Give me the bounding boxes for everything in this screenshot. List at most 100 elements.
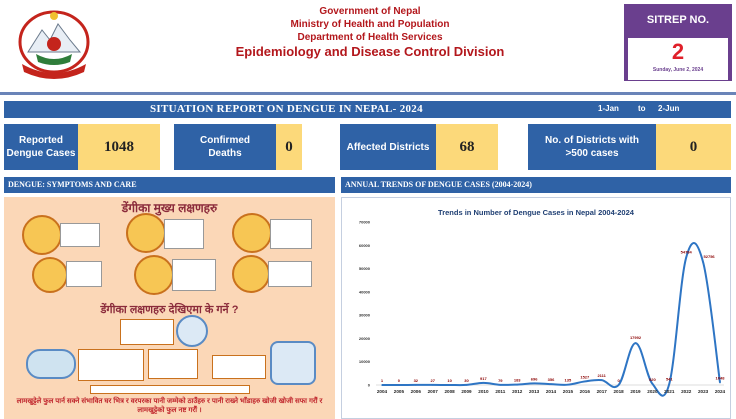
data-point [685, 256, 687, 259]
data-label: 30 [464, 378, 469, 383]
header-ministry: Ministry of Health and Population [290, 19, 450, 30]
care-card-fluids [78, 349, 144, 381]
symptom-fever-image [126, 213, 166, 253]
data-point [584, 380, 586, 383]
data-label: 79 [498, 378, 503, 383]
data-point [567, 383, 569, 386]
data-point [533, 382, 535, 385]
poster-title-care: डेंगीका लक्षणहरु देखिएमा के गर्ने ? [100, 304, 239, 316]
stat-deaths-label: Confirmed Deaths [174, 124, 276, 170]
data-point [550, 383, 552, 385]
x-tick-label: 2005 [394, 389, 405, 394]
sitrep-inner: 2 Sunday, June 2, 2024 [628, 38, 728, 80]
x-tick-label: 2018 [613, 389, 624, 394]
x-tick-label: 2007 [428, 389, 439, 394]
data-label: 1048 [716, 376, 726, 381]
y-tick-label: 40000 [359, 289, 371, 294]
care-card-rest [120, 319, 174, 345]
x-tick-label: 2020 [647, 389, 658, 394]
data-label: 1527 [580, 374, 590, 379]
x-tick-label: 2011 [495, 389, 505, 394]
x-tick-label: 2016 [580, 389, 591, 394]
trends-panel-header: ANNUAL TRENDS OF DENGUE CASES (2004-2024… [341, 177, 731, 193]
x-tick-label: 2006 [411, 389, 422, 394]
stat-districts-value: 68 [436, 124, 498, 170]
chart-title: Trends in Number of Dengue Cases in Nepa… [438, 208, 634, 217]
y-tick-label: 30000 [359, 313, 371, 318]
data-label: 32 [414, 378, 419, 383]
data-point [415, 384, 417, 386]
data-point [634, 342, 637, 344]
sitrep-box: SITREP NO. 2 Sunday, June 2, 2024 [624, 4, 732, 81]
x-tick-label: 2022 [681, 389, 692, 394]
data-point [465, 384, 468, 386]
care-hospital-image [270, 341, 316, 385]
data-point [398, 384, 400, 386]
y-tick-label: 70000 [359, 220, 371, 225]
x-tick-label: 2010 [478, 389, 489, 394]
symptom-card [270, 219, 312, 249]
symptom-joint-pain-image [232, 255, 270, 293]
x-tick-label: 2014 [546, 389, 557, 394]
data-point [702, 261, 704, 263]
data-point [600, 379, 603, 381]
stat-deaths-value: 0 [276, 124, 302, 170]
x-tick-label: 2013 [529, 389, 540, 394]
data-label: 17992 [630, 335, 642, 340]
data-point [617, 384, 620, 386]
header-department: Department of Health Services [297, 32, 443, 43]
symptom-card [268, 261, 312, 287]
data-label: 135 [565, 378, 572, 383]
care-fluids-image [26, 349, 76, 379]
header-government: Government of Nepal [319, 6, 421, 17]
data-point [448, 384, 451, 386]
data-point [516, 383, 518, 386]
data-label: 1 [381, 378, 384, 383]
poster-bottom-text: लामखुट्टेले फुल पार्न सक्ने संभावित घर भ… [16, 398, 323, 414]
sitrep-date: Sunday, June 2, 2024 [652, 67, 704, 73]
data-label: 52756 [704, 254, 716, 259]
symptom-card [60, 223, 100, 247]
data-label: 27 [430, 378, 435, 383]
sitrep-label: SITREP NO. [646, 14, 710, 26]
date-to-word: to [638, 104, 646, 113]
data-label: 2111 [597, 373, 606, 378]
x-tick-label: 2004 [377, 389, 388, 394]
data-label: 356 [548, 377, 555, 382]
data-label: 0 [617, 378, 620, 383]
care-card-paracetamol [148, 349, 198, 379]
x-tick-label: 2023 [698, 389, 709, 394]
x-tick-label: 2021 [664, 389, 675, 394]
stat-districts-500-label: No. of Districts with >500 cases [528, 124, 656, 170]
data-point [431, 384, 434, 386]
symptom-card [66, 261, 102, 287]
data-label: 54784 [681, 249, 693, 254]
y-tick-label: 20000 [359, 336, 371, 341]
stat-districts-500-value: 0 [656, 124, 731, 170]
stat-reported-cases-label: Reported Dengue Cases [4, 124, 78, 170]
data-label: 917 [480, 376, 487, 381]
data-label: 696 [531, 376, 538, 381]
x-tick-label: 2017 [597, 389, 608, 394]
data-point [651, 382, 654, 385]
data-label: 183 [514, 378, 521, 383]
symptom-eye-pain-image [232, 213, 272, 253]
care-rest-image [176, 315, 208, 347]
data-point [482, 382, 485, 384]
y-tick-label: 0 [368, 383, 371, 388]
data-point [381, 384, 383, 386]
sitrep-number: 2 [671, 39, 685, 64]
data-label: 0 [398, 378, 401, 383]
header-divider [0, 92, 736, 95]
x-tick-label: 2012 [512, 389, 523, 394]
date-to: 2-Jun [658, 104, 680, 113]
data-label: 10 [447, 378, 452, 383]
x-tick-label: 2009 [461, 389, 472, 394]
government-emblem [14, 6, 94, 80]
symptom-card [164, 219, 204, 249]
series-line [381, 242, 721, 397]
care-card-hospital [212, 355, 266, 379]
symptom-headache-image [22, 215, 62, 255]
x-tick-label: 2008 [444, 389, 455, 394]
